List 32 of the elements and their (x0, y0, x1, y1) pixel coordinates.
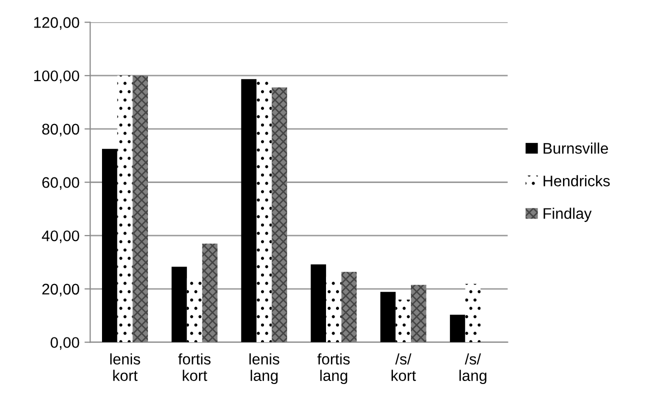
y-tick-label: 40,00 (42, 230, 80, 244)
y-tick-label: 20,00 (42, 284, 80, 296)
bar (102, 148, 118, 342)
bar (117, 76, 133, 342)
y-tick-label: 100,00 (34, 70, 80, 84)
bar (310, 264, 326, 342)
bar (326, 276, 342, 342)
bar (465, 284, 481, 342)
bar (132, 76, 148, 342)
bar (450, 314, 466, 342)
x-tick-label: fortis kort (178, 353, 211, 382)
bar (186, 278, 202, 342)
y-tick-label: 80,00 (42, 124, 80, 136)
bar (241, 79, 256, 342)
y-tick-label: 0,00 (50, 337, 80, 350)
y-tick-label: 120,00 (34, 17, 80, 30)
bar (202, 244, 218, 342)
bar (341, 272, 357, 342)
legend-label: Hendricks (544, 175, 610, 186)
bar (172, 266, 187, 342)
bar (410, 284, 426, 342)
legend-label: Findlay (544, 208, 592, 222)
x-tick-label: lenis kort (110, 353, 140, 382)
x-tick-label: lenis lang (249, 353, 280, 384)
bar (272, 87, 288, 342)
x-tick-label: /s/ kort (392, 353, 416, 382)
legend-label: Burnsville (544, 142, 608, 154)
y-tick-label: 60,00 (42, 177, 80, 190)
x-tick-label: fortis lang (317, 353, 350, 384)
bar (380, 292, 396, 342)
x-tick-label: /s/ lang (459, 353, 486, 384)
bar (396, 300, 411, 342)
